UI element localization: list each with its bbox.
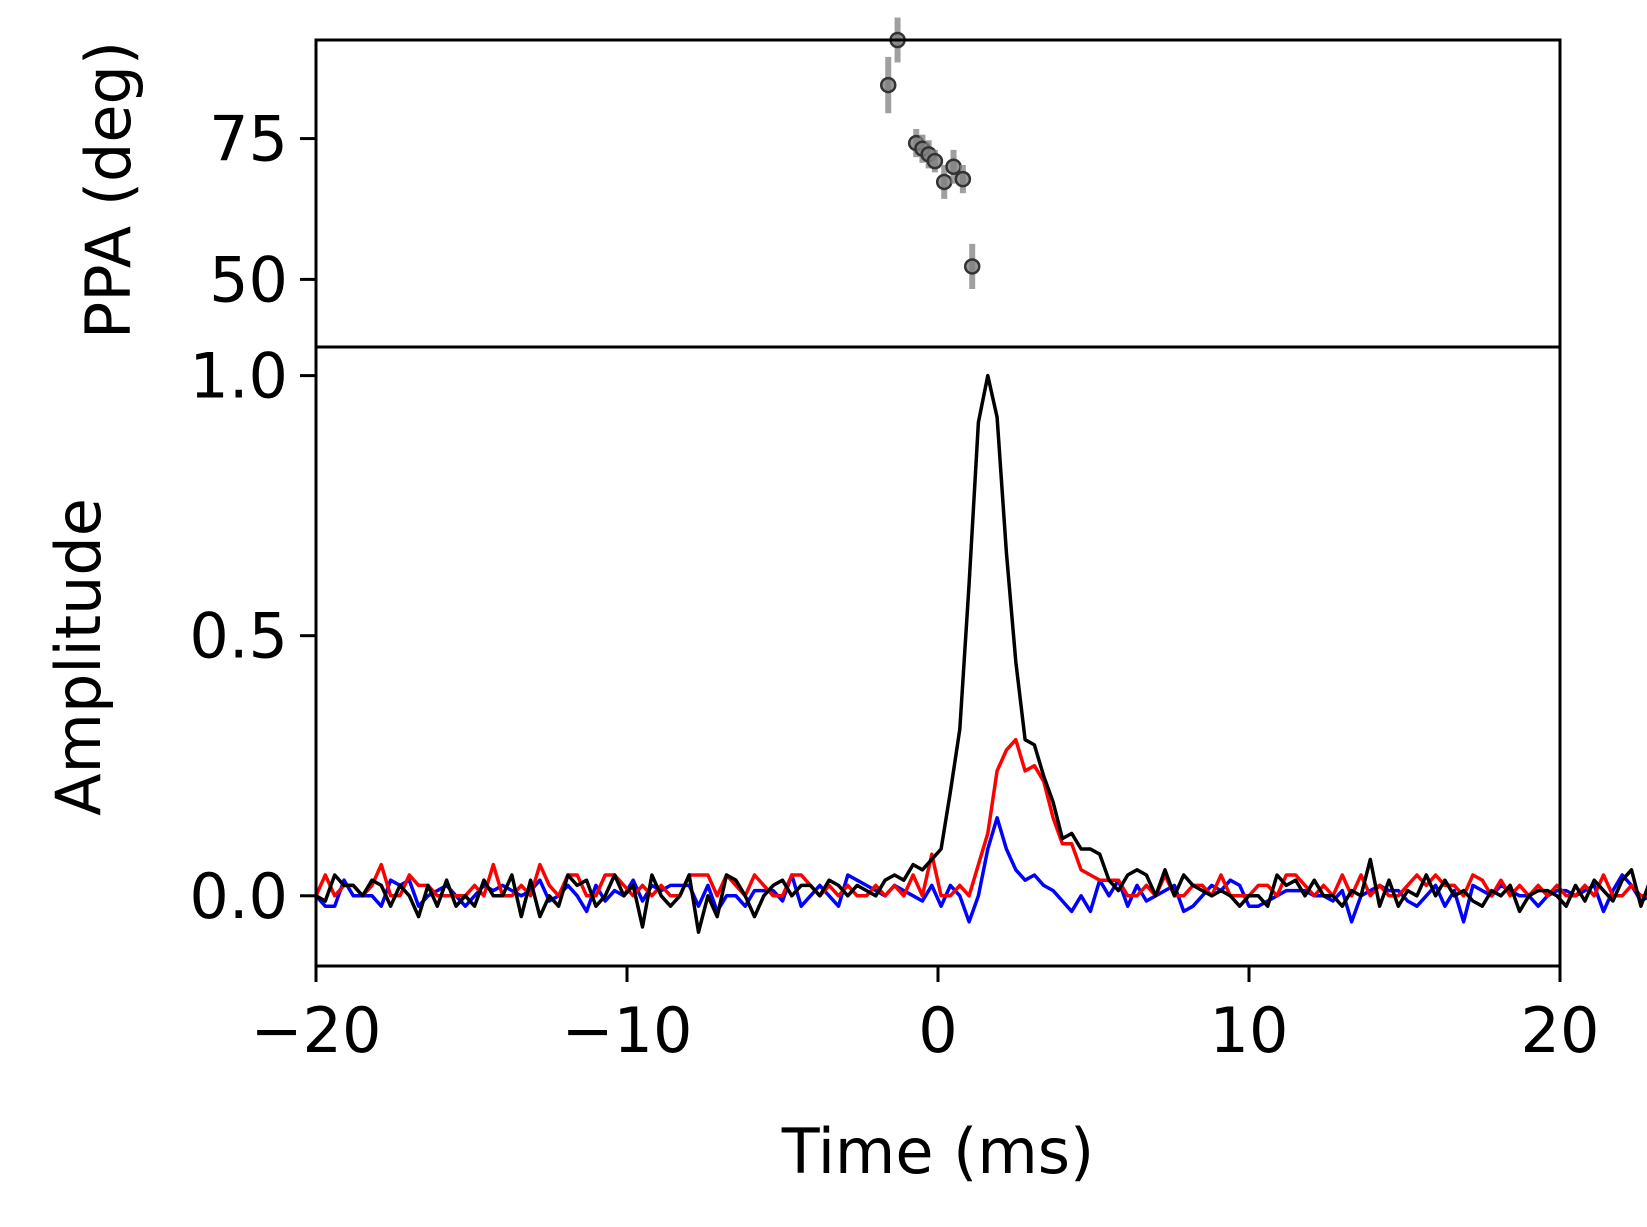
xtick-label-0: −20	[251, 994, 382, 1067]
ppa-ytick-label-0: 50	[209, 243, 288, 316]
xtick-label-4: 20	[1521, 994, 1600, 1067]
amplitude-lines	[314, 373, 1647, 934]
xtick-label-3: 10	[1210, 994, 1289, 1067]
amplitude-axis-label: Amplitude	[42, 498, 115, 816]
ppa-ytick-label-1: 75	[209, 103, 288, 176]
amp-ytick-label-1: 0.5	[189, 600, 288, 673]
series-line-black	[315, 373, 1647, 934]
ppa-point-9	[963, 258, 981, 275]
ppa-point-7	[945, 158, 962, 175]
ppa-y-ticks: 50 75	[209, 103, 316, 316]
amplitude-panel-frame	[314, 345, 1562, 968]
ppa-axis-label: PPA (deg)	[72, 41, 145, 339]
ppa-point-6	[935, 173, 953, 191]
amplitude-panel: 0.0 0.5 1.0 −20 −10 0 10 20	[189, 340, 1647, 1067]
xtick-label-1: −10	[562, 994, 693, 1067]
series-line-blue	[314, 816, 1647, 924]
x-axis-label: Time (ms)	[781, 1115, 1095, 1188]
amplitude-y-ticks: 0.0 0.5 1.0	[189, 340, 316, 933]
amp-ytick-label-2: 1.0	[189, 340, 288, 413]
amp-ytick-label-0: 0.0	[189, 860, 288, 933]
ppa-point-5	[926, 152, 944, 170]
ppa-point-1	[879, 76, 897, 94]
ppa-panel: 50 75	[209, 17, 1562, 349]
ppa-marks	[879, 17, 981, 289]
time-x-ticks: −20 −10 0 10 20	[251, 966, 1600, 1067]
xtick-label-2: 0	[918, 994, 957, 1067]
series-line-red	[314, 737, 1647, 898]
ppa-point-8	[954, 170, 972, 188]
ppa-panel-frame	[314, 38, 1562, 349]
